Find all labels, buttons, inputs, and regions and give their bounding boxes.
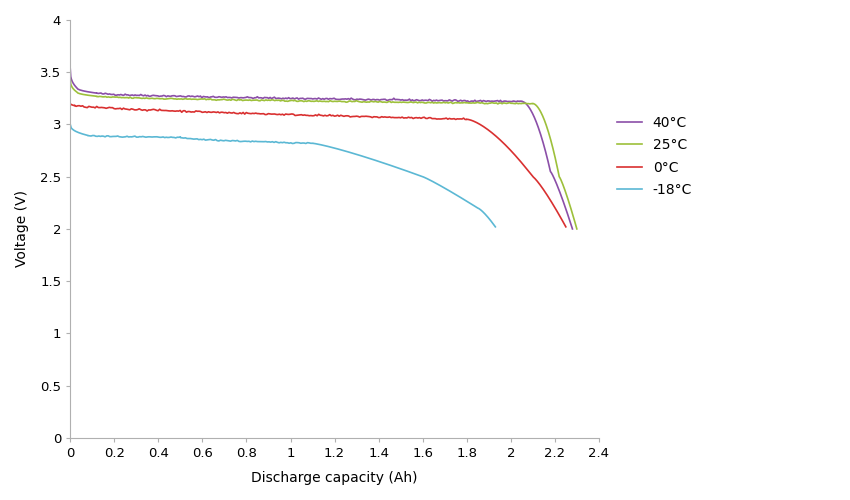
0°C [65,100,76,106]
25°C [335,98,345,104]
0°C [449,116,459,121]
40°C [523,102,533,108]
0°C [561,224,571,230]
40°C [329,95,339,101]
25°C [357,99,367,105]
40°C [224,94,234,100]
-18°C [110,134,120,140]
40°C [567,226,577,232]
25°C [227,96,237,102]
Y-axis label: Voltage (V): Voltage (V) [15,190,29,268]
-18°C [65,122,76,128]
0°C [129,107,139,113]
25°C [572,226,582,232]
-18°C [73,130,83,136]
40°C [445,97,455,103]
0°C [485,128,496,134]
0°C [258,110,269,116]
25°C [453,100,463,105]
Line: 40°C: 40°C [71,69,572,229]
25°C [65,76,76,82]
Legend: 40°C, 25°C, 0°C, -18°C: 40°C, 25°C, 0°C, -18°C [611,110,698,202]
0°C [487,130,497,136]
Line: -18°C: -18°C [71,124,496,227]
25°C [100,94,110,100]
40°C [100,90,110,96]
X-axis label: Discharge capacity (Ah): Discharge capacity (Ah) [252,471,418,485]
-18°C [371,158,382,164]
-18°C [92,134,102,140]
-18°C [490,224,501,230]
25°C [533,104,543,110]
Line: 25°C: 25°C [71,78,577,229]
Line: 0°C: 0°C [71,104,566,227]
0°C [303,112,313,118]
-18°C [483,214,493,220]
40°C [350,97,360,103]
-18°C [462,198,473,204]
40°C [65,66,76,72]
